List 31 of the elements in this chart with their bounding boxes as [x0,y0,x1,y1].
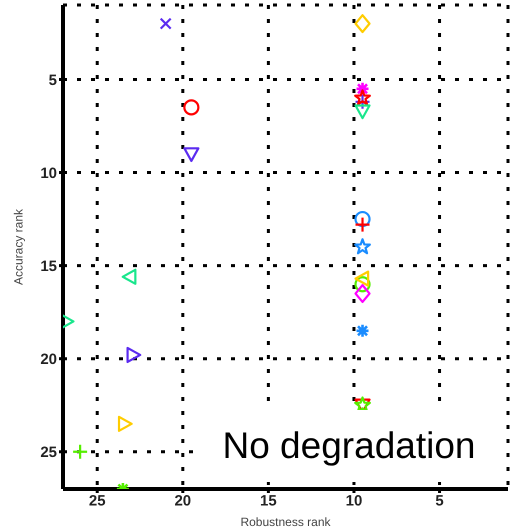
y-tick-label: 20 [40,351,57,368]
point [354,14,371,34]
x-tick-label: 25 [88,492,106,510]
y-tick-label: 25 [40,444,57,462]
x-tick-label: 20 [174,492,192,510]
x-tick-label: 10 [346,492,362,510]
y-tick-label: 5 [48,72,57,89]
x-tick-label: 15 [260,492,277,510]
point [354,238,371,254]
point [72,444,88,460]
point [354,89,371,106]
annotation: No degradation [222,425,476,467]
point [354,284,371,304]
y-tick-label: 10 [40,164,57,182]
x-axis-title: Robustness rank [240,515,332,529]
point [354,210,371,228]
point [126,346,142,364]
point [118,416,133,432]
point [354,104,371,120]
point [354,270,370,287]
point [183,147,200,162]
x-tick-label: 5 [435,492,444,510]
point [354,276,371,292]
point [354,94,371,110]
point [355,323,370,338]
y-tick-label: 15 [40,258,57,275]
point [183,99,200,116]
point [354,216,371,233]
y-axis-title: Accuracy rank [11,208,26,286]
point [160,18,172,30]
point [122,268,136,285]
